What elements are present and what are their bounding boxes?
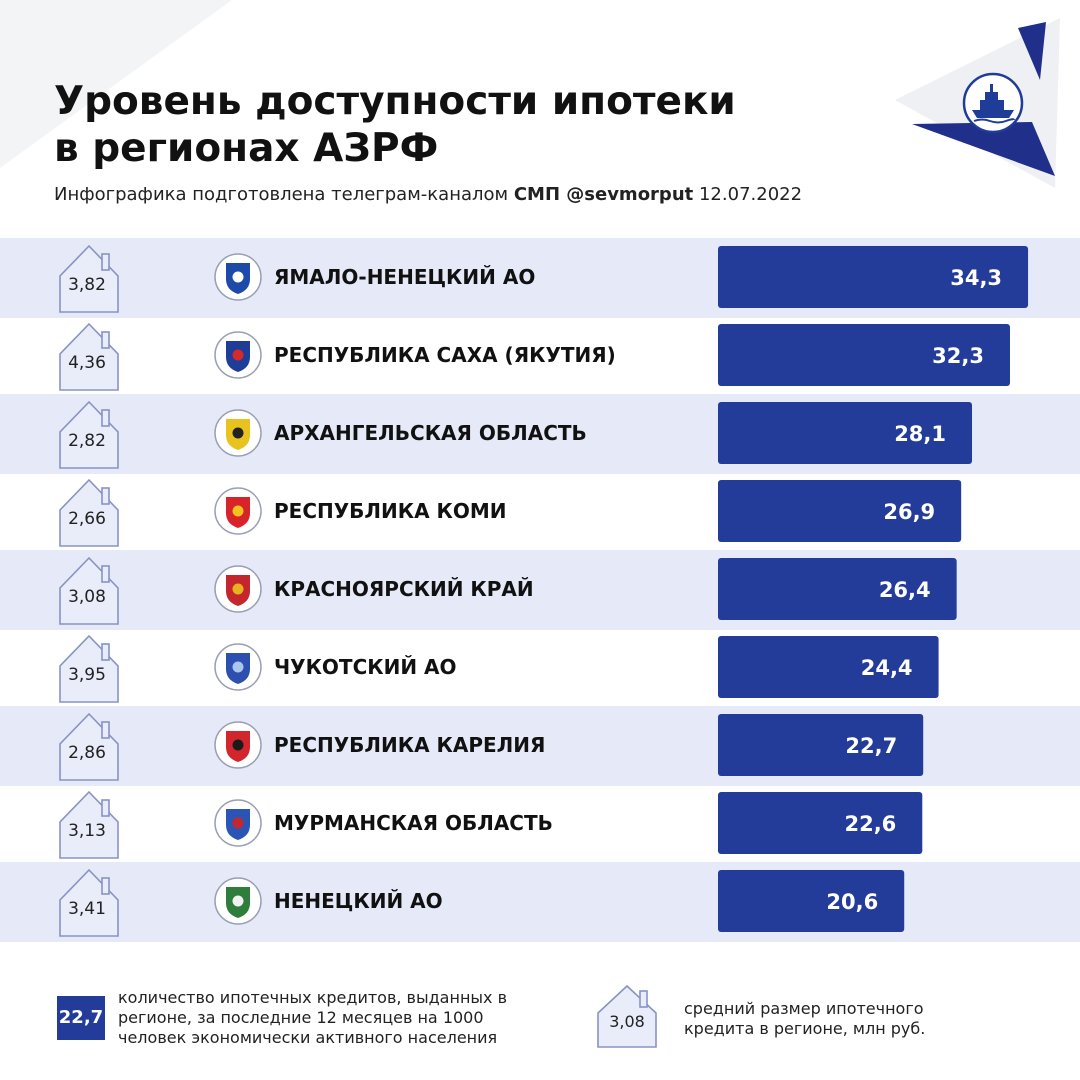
top-left-triangle bbox=[0, 0, 232, 168]
bar-value-label: 22,6 bbox=[844, 812, 896, 836]
bar bbox=[718, 714, 924, 776]
bar bbox=[718, 870, 905, 932]
emblem-motif bbox=[232, 583, 244, 595]
house-chimney bbox=[101, 565, 110, 583]
house-chimney bbox=[101, 409, 110, 427]
yamal-emblem-icon bbox=[214, 253, 262, 301]
bar-value-label: 26,4 bbox=[879, 578, 931, 602]
bar-value-label: 20,6 bbox=[826, 890, 878, 914]
icebreaker-ship-icon bbox=[962, 72, 1024, 134]
krasnoyarsk-emblem-icon bbox=[214, 565, 262, 613]
house-icon bbox=[597, 984, 657, 1048]
murmansk-emblem-icon bbox=[214, 799, 262, 847]
house-icon bbox=[59, 712, 119, 781]
house-chimney bbox=[101, 799, 110, 817]
region-name: ЧУКОТСКИЙ АО bbox=[274, 655, 457, 679]
house-value: 3,08 bbox=[68, 587, 106, 607]
emblem-motif bbox=[232, 661, 244, 673]
house-value: 2,66 bbox=[68, 509, 106, 529]
page-title: Уровень доступности ипотеки в регионах А… bbox=[54, 78, 736, 172]
house-chimney bbox=[101, 721, 110, 739]
house-chimney bbox=[101, 643, 110, 661]
house-icon bbox=[59, 634, 119, 703]
top-right-navy-triangle bbox=[1018, 22, 1046, 80]
title-line-2: в регионах АЗРФ bbox=[54, 126, 439, 171]
subtitle-prefix: Инфографика подготовлена телеграм-канало… bbox=[54, 184, 509, 205]
bar-value-label: 32,3 bbox=[932, 344, 984, 368]
bar-value-label: 28,1 bbox=[894, 422, 946, 446]
region-name: АРХАНГЕЛЬСКАЯ ОБЛАСТЬ bbox=[274, 421, 587, 445]
house-chimney bbox=[101, 331, 110, 349]
emblem-motif bbox=[232, 271, 244, 283]
house-value: 3,41 bbox=[68, 899, 106, 919]
bar-value-label: 26,9 bbox=[883, 500, 935, 524]
emblem-motif bbox=[232, 349, 244, 361]
bar-value-label: 34,3 bbox=[950, 266, 1002, 290]
region-name: МУРМАНСКАЯ ОБЛАСТЬ bbox=[274, 811, 553, 835]
right-navy-triangle bbox=[912, 122, 1055, 176]
nenets-emblem-icon bbox=[214, 877, 262, 925]
house-value: 3,82 bbox=[68, 275, 106, 295]
bar bbox=[718, 480, 962, 542]
bar bbox=[718, 792, 923, 854]
sakha-emblem-icon bbox=[214, 331, 262, 379]
legend-house-sample: 3,08 bbox=[609, 1012, 645, 1031]
bar bbox=[718, 246, 1029, 308]
emblem-motif bbox=[232, 739, 244, 751]
house-icon bbox=[59, 322, 119, 391]
emblem-motif bbox=[232, 817, 244, 829]
bar-value-label: 24,4 bbox=[861, 656, 913, 680]
house-value: 3,13 bbox=[68, 821, 106, 841]
house-chimney bbox=[101, 253, 110, 271]
arkhangelsk-emblem-icon bbox=[214, 409, 262, 457]
subtitle-channel: СМП @sevmorput bbox=[513, 184, 694, 205]
legend-house-text: средний размер ипотечного кредита в реги… bbox=[684, 999, 926, 1038]
subtitle: Инфографика подготовлена телеграм-канало… bbox=[54, 184, 802, 205]
emblem-motif bbox=[232, 505, 244, 517]
region-name: РЕСПУБЛИКА САХА (ЯКУТИЯ) bbox=[274, 343, 616, 367]
bar bbox=[718, 402, 973, 464]
bar bbox=[718, 324, 1010, 386]
region-name: КРАСНОЯРСКИЙ КРАЙ bbox=[274, 577, 534, 601]
region-name: РЕСПУБЛИКА КОМИ bbox=[274, 499, 507, 523]
emblem-motif bbox=[232, 895, 244, 907]
house-value: 2,82 bbox=[68, 431, 106, 451]
legend-bar-text: количество ипотечных кредитов, выданных … bbox=[118, 988, 508, 1047]
house-icon bbox=[59, 244, 119, 313]
subtitle-date: 12.07.2022 bbox=[698, 184, 803, 205]
bar bbox=[718, 558, 957, 620]
house-chimney bbox=[101, 877, 110, 895]
house-value: 2,86 bbox=[68, 743, 106, 763]
house-icon bbox=[59, 478, 119, 547]
chukotka-emblem-icon bbox=[214, 643, 262, 691]
region-name: РЕСПУБЛИКА КАРЕЛИЯ bbox=[274, 733, 545, 757]
house-icon bbox=[59, 400, 119, 469]
emblem-motif bbox=[232, 427, 244, 439]
title-line-1: Уровень доступности ипотеки bbox=[54, 79, 736, 124]
house-icon bbox=[59, 868, 119, 937]
region-name: ЯМАЛО-НЕНЕЦКИЙ АО bbox=[274, 265, 535, 289]
karelia-emblem-icon bbox=[214, 721, 262, 769]
bar bbox=[718, 636, 939, 698]
komi-emblem-icon bbox=[214, 487, 262, 535]
row-stripe bbox=[0, 862, 1080, 942]
house-chimney bbox=[101, 487, 110, 505]
house-icon bbox=[59, 556, 119, 625]
house-icon bbox=[59, 790, 119, 859]
region-name: НЕНЕЦКИЙ АО bbox=[274, 889, 443, 913]
house-value: 3,95 bbox=[68, 665, 106, 685]
legend-bar-sample: 22,7 bbox=[57, 996, 105, 1040]
house-value: 4,36 bbox=[68, 353, 106, 373]
bar-value-label: 22,7 bbox=[845, 734, 897, 758]
